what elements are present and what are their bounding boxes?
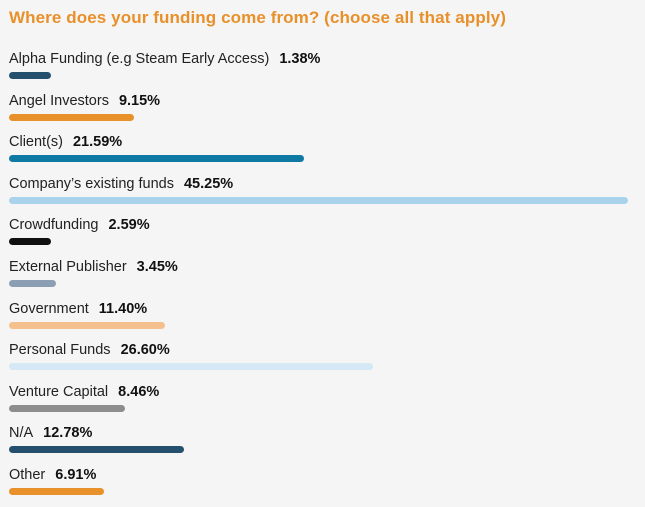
category-label: Other (9, 467, 46, 483)
value-label: 8.46% (118, 383, 160, 400)
bar-label-line: Client(s) 21.59% (9, 133, 122, 151)
category-label: Company’s existing funds (9, 175, 174, 192)
bar-label-line: N/A 12.78% (9, 424, 92, 442)
value-label: 11.40% (98, 300, 148, 317)
value-label: 1.38% (279, 51, 321, 67)
bar-label-line: Personal Funds 26.60% (9, 341, 170, 359)
bar-row: Company’s existing funds 45.25% (9, 175, 639, 215)
bar (9, 72, 51, 79)
category-label: External Publisher (9, 259, 127, 275)
value-label: 9.15% (118, 92, 161, 109)
bar-row: Personal Funds 26.60% (9, 341, 639, 381)
bar-label-line: Other 6.91% (9, 466, 96, 484)
bar-row: Venture Capital 8.46% (9, 383, 639, 423)
bar (9, 155, 305, 163)
category-label: N/A (9, 425, 34, 442)
value-label: 21.59% (72, 134, 123, 151)
value-label: 6.91% (55, 467, 97, 483)
bar-row: N/A 12.78% (9, 424, 639, 464)
bar-label-line: Alpha Funding (e.g Steam Early Access) 1.… (9, 50, 320, 68)
value-label: 45.25% (183, 175, 234, 192)
value-label: 3.45% (136, 259, 178, 275)
bar (9, 404, 125, 412)
bar (9, 321, 165, 329)
category-label: Venture Capital (9, 383, 109, 400)
bar (9, 363, 373, 371)
category-label: Angel Investors (9, 92, 109, 109)
bar-label-line: Crowdfunding 2.59% (9, 216, 150, 234)
bar-label-line: Government 11.40% (9, 300, 147, 318)
bar-label-line: Company’s existing funds 45.25% (9, 175, 233, 193)
bar (9, 488, 104, 495)
bar-row: Government 11.40% (9, 300, 639, 340)
category-label: Client(s) (9, 134, 63, 151)
bar (9, 238, 51, 246)
bar-label-line: Venture Capital 8.46% (9, 383, 159, 401)
bar-label-line: Angel Investors 9.15% (9, 92, 160, 110)
bar-label-line: External Publisher 3.45% (9, 258, 178, 276)
bar-row: Client(s) 21.59% (9, 133, 639, 173)
bar (9, 446, 184, 454)
bar (9, 196, 628, 204)
value-label: 26.60% (120, 342, 170, 359)
bar-row: Other 6.91% (9, 466, 639, 506)
bar (9, 280, 57, 287)
category-label: Personal Funds (9, 342, 111, 359)
category-label: Crowdfunding (9, 217, 99, 234)
value-label: 2.59% (108, 217, 150, 234)
bar-row: Angel Investors 9.15% (9, 92, 639, 132)
category-label: Alpha Funding (e.g Steam Early Access) (9, 51, 270, 67)
chart-title: Where does your funding come from? (choo… (9, 8, 506, 27)
bar-row: Crowdfunding 2.59% (9, 216, 639, 256)
value-label: 12.78% (43, 425, 93, 442)
bar-row: External Publisher 3.45% (9, 258, 639, 298)
bar-row: Alpha Funding (e.g Steam Early Access) 1.… (9, 50, 639, 90)
category-label: Government (9, 300, 89, 317)
bar (9, 113, 135, 121)
